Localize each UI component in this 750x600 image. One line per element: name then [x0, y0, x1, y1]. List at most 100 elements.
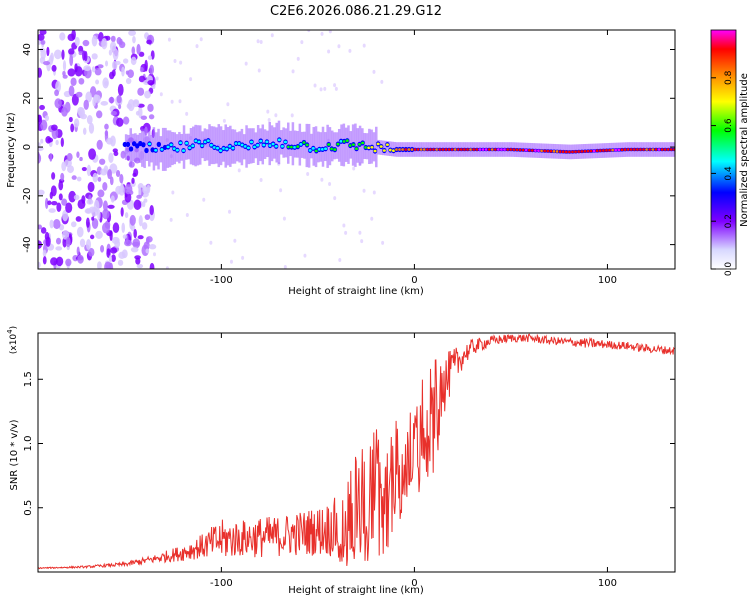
noise-blob [259, 178, 263, 183]
noise-blob [97, 189, 105, 198]
noise-blob [358, 230, 362, 235]
noise-blob [257, 68, 261, 73]
ridge-mark [639, 148, 643, 151]
ridge-halo [194, 124, 197, 167]
noise-blob [59, 32, 66, 41]
noise-blob [48, 208, 56, 213]
ridge-mark [200, 144, 204, 147]
noise-blob [76, 246, 80, 256]
noise-blob [88, 122, 95, 134]
noise-blob [86, 199, 94, 205]
noise-blob [79, 238, 86, 248]
ridge-mark [280, 145, 284, 148]
noise-blob [173, 59, 177, 64]
ridge-mark [601, 149, 606, 152]
noise-blob [94, 67, 102, 76]
noise-blob [100, 101, 109, 106]
ridge-mark [206, 139, 210, 142]
noise-blob [121, 249, 128, 259]
ridge-mark [391, 149, 396, 152]
noise-blob [85, 208, 91, 214]
noise-blob [107, 204, 115, 209]
noise-blob [83, 65, 91, 72]
ridge-mark [558, 150, 562, 153]
noise-blob [89, 234, 95, 240]
ridge-mark [586, 149, 590, 153]
ridge-mark [503, 148, 507, 151]
noise-blob [74, 63, 78, 73]
noise-blob [40, 39, 46, 45]
noise-blob [68, 116, 73, 123]
ridge-mark [555, 150, 559, 153]
noise-blob [51, 64, 57, 72]
snr-scale-prefix: (x10 [9, 334, 19, 355]
ridge-mark [642, 148, 646, 151]
ridge-halo [361, 128, 364, 164]
ridge-halo [157, 128, 160, 170]
ridge-halo [148, 130, 151, 167]
noise-blob [110, 247, 118, 254]
noise-blob [68, 48, 75, 55]
snr-scale-close: ) [9, 326, 19, 330]
x-tick-label: 100 [598, 275, 617, 286]
noise-blob [104, 60, 109, 67]
ridge-mark [404, 148, 408, 151]
ridge-mark [669, 148, 674, 151]
ridge-mark [123, 143, 127, 146]
noise-blob [147, 79, 155, 86]
noise-blob [96, 110, 103, 119]
ridge-halo [219, 126, 223, 166]
noise-blob [144, 59, 148, 72]
ridge-mark [135, 144, 139, 148]
noise-blob [134, 255, 141, 260]
noise-blob [118, 104, 122, 110]
ridge-mark [243, 145, 247, 148]
ridge-mark [496, 148, 501, 151]
noise-blob [320, 31, 324, 36]
ridge-mark [246, 146, 251, 150]
ridge-halo [233, 129, 237, 164]
noise-blob [149, 64, 155, 75]
ridge-mark [333, 148, 337, 151]
ridge-mark [385, 143, 389, 146]
ridge-mark [357, 142, 362, 146]
noise-blob [138, 75, 146, 83]
ridge-mark [351, 143, 356, 146]
ridge-halo [143, 128, 146, 169]
noise-blob [55, 246, 63, 251]
noise-blob [167, 37, 171, 42]
noise-blob [136, 194, 142, 199]
snr-x-label: Height of straight line (km) [288, 585, 424, 596]
ridge-mark [632, 148, 637, 151]
noise-blob [229, 259, 233, 264]
noise-blob [348, 48, 352, 53]
noise-blob [209, 240, 213, 245]
noise-blob [102, 208, 110, 220]
noise-blob [38, 261, 41, 269]
noise-blob [40, 138, 44, 144]
ridge-mark [623, 148, 627, 151]
noise-blob [55, 139, 59, 146]
ridge-mark [320, 148, 325, 151]
ridge-halo [333, 132, 336, 160]
noise-blob [88, 148, 97, 160]
ridge-mark [481, 148, 485, 151]
noise-blob [141, 222, 148, 230]
noise-blob [136, 263, 144, 269]
ridge-mark [364, 146, 368, 149]
noise-blob [110, 195, 115, 203]
ridge-mark [432, 148, 436, 151]
noise-blob [333, 196, 337, 201]
noise-blob [111, 60, 118, 70]
noise-blob [107, 169, 113, 180]
noise-blob [119, 173, 124, 184]
ridge-halo [238, 131, 241, 163]
ridge-mark [407, 148, 411, 151]
noise-blob [127, 69, 134, 79]
ridge-mark [345, 139, 349, 142]
ridge-mark [568, 150, 572, 154]
noise-blob [144, 214, 151, 221]
ridge-halo [386, 141, 390, 156]
noise-blob [82, 127, 87, 135]
